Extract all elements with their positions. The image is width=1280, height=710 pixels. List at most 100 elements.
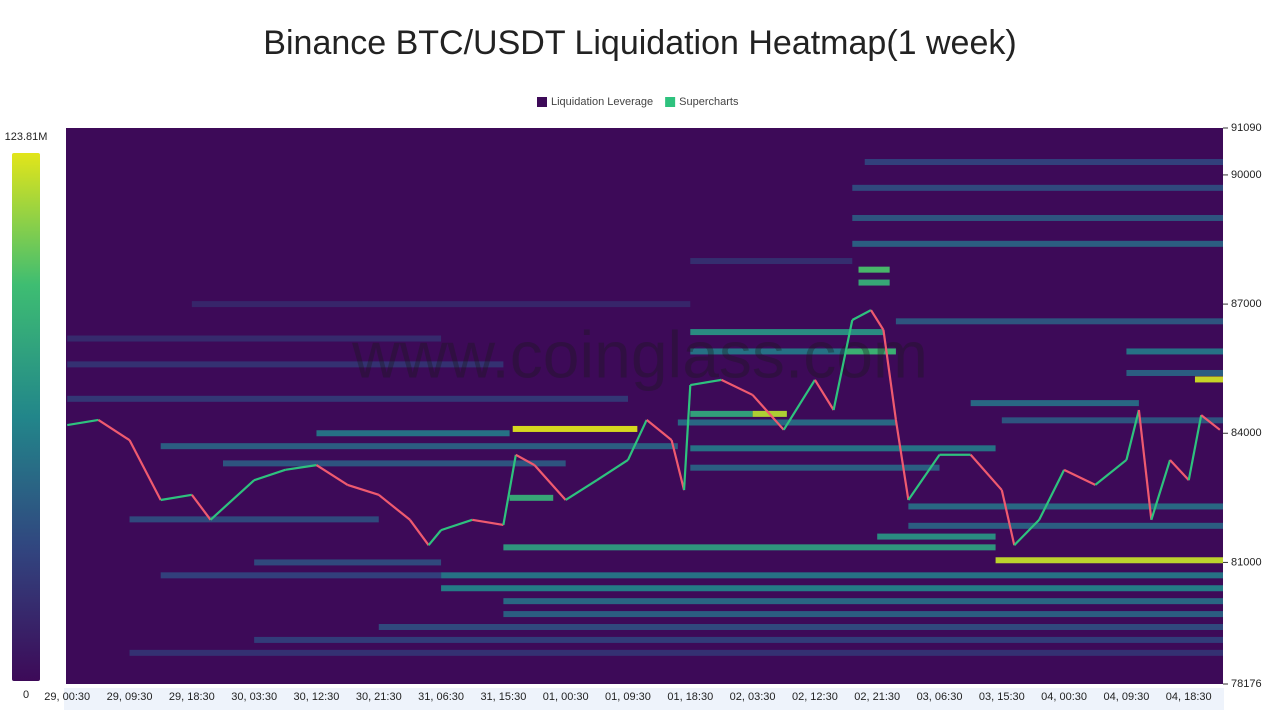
heat-band [970, 400, 1139, 407]
heat-band [254, 636, 1224, 643]
watermark: www.coinglass.com [351, 317, 928, 391]
colorbar-label: 0 [23, 689, 29, 701]
price-segment [315, 464, 349, 486]
heat-band [512, 425, 638, 432]
price-segment [1150, 459, 1172, 521]
heat-band [254, 559, 442, 566]
x-axis-band [64, 688, 1224, 710]
chart-title: Binance BTC/USDT Liquidation Heatmap(1 w… [263, 24, 1016, 62]
x-tick-label: 03, 15:30 [979, 691, 1025, 703]
price-segment [1169, 459, 1190, 481]
price-segment [533, 464, 567, 501]
heat-band [316, 430, 510, 437]
price-segment [882, 329, 897, 421]
heat-band [1001, 417, 1223, 424]
heatmap [67, 159, 1224, 656]
x-tick-label: 30, 21:30 [356, 691, 402, 703]
heat-band [690, 410, 753, 417]
price-segment [670, 439, 686, 491]
legend-swatch [537, 97, 547, 107]
price-segment [347, 483, 380, 496]
heat-band [129, 649, 1223, 656]
heat-band [378, 623, 1224, 630]
x-tick-label: 04, 18:30 [1166, 691, 1212, 703]
x-tick-label: 29, 09:30 [107, 691, 153, 703]
price-segment [1000, 489, 1016, 546]
heat-band [846, 348, 896, 355]
x-tick-label: 02, 21:30 [854, 691, 900, 703]
heat-band [864, 159, 1223, 166]
heat-band [160, 443, 678, 450]
price-segment [813, 379, 835, 411]
price-segment [832, 319, 854, 411]
heat-band [191, 301, 691, 308]
heat-band [503, 544, 996, 551]
heat-band [858, 279, 890, 286]
price-segment [160, 493, 193, 502]
heat-band [223, 460, 566, 467]
x-tick-label: 02, 12:30 [792, 691, 838, 703]
heat-band [503, 611, 1223, 618]
price-segment [378, 493, 411, 521]
heat-band [877, 533, 996, 540]
heat-band [852, 214, 1223, 221]
price-segment [1038, 469, 1066, 521]
heat-band [908, 522, 1223, 529]
x-tick-label: 01, 00:30 [543, 691, 589, 703]
heat-band [690, 348, 847, 355]
price-segment [67, 418, 99, 427]
price-segment [472, 518, 504, 527]
x-tick-label: 04, 00:30 [1041, 691, 1087, 703]
heat-band [160, 572, 442, 579]
y-tick-label: 90000 [1231, 169, 1262, 181]
price-segment [907, 454, 941, 501]
heat-band [503, 598, 1223, 605]
colorbar [12, 153, 40, 681]
price-segment [851, 309, 872, 321]
heat-band [852, 240, 1223, 247]
price-segment [128, 439, 162, 501]
y-tick-label: 81000 [1231, 556, 1262, 568]
x-tick-label: 04, 09:30 [1103, 691, 1149, 703]
y-tick-label: 84000 [1231, 427, 1262, 439]
x-tick-label: 02, 03:30 [730, 691, 776, 703]
price-segment [690, 378, 722, 387]
heat-band [995, 557, 1223, 564]
price-segment [253, 468, 286, 482]
heat-band [67, 335, 442, 342]
x-tick-label: 30, 12:30 [294, 691, 340, 703]
price-segment [870, 309, 885, 331]
heat-band [509, 494, 554, 501]
heat-band [690, 445, 996, 452]
heat-band [67, 361, 504, 368]
price-segment [515, 453, 536, 467]
price-segment [440, 518, 473, 532]
heat-band [1126, 348, 1223, 355]
x-tick-label: 29, 18:30 [169, 691, 215, 703]
heat-band [441, 585, 1224, 592]
heat-band [441, 572, 1224, 579]
price-segment [409, 519, 430, 546]
heat-band [129, 516, 379, 523]
heat-band [1194, 376, 1223, 383]
price-segment [645, 419, 673, 441]
heat-band [690, 464, 940, 471]
price-segment [427, 529, 442, 546]
price-segment [285, 464, 317, 471]
x-tick-label: 01, 18:30 [667, 691, 713, 703]
price-segment [751, 394, 785, 431]
price-segment [1125, 409, 1140, 461]
y-tick-label: 91090 [1231, 122, 1262, 134]
heat-band [858, 266, 890, 273]
x-tick-label: 29, 00:30 [44, 691, 90, 703]
x-tick-label: 01, 09:30 [605, 691, 651, 703]
heat-band [67, 395, 628, 402]
y-tick-label: 87000 [1231, 298, 1262, 310]
price-segment [1137, 409, 1153, 520]
heat-band [677, 419, 896, 426]
price-segment [969, 454, 1003, 491]
price-segment [1200, 414, 1221, 431]
price-segment [782, 379, 816, 431]
